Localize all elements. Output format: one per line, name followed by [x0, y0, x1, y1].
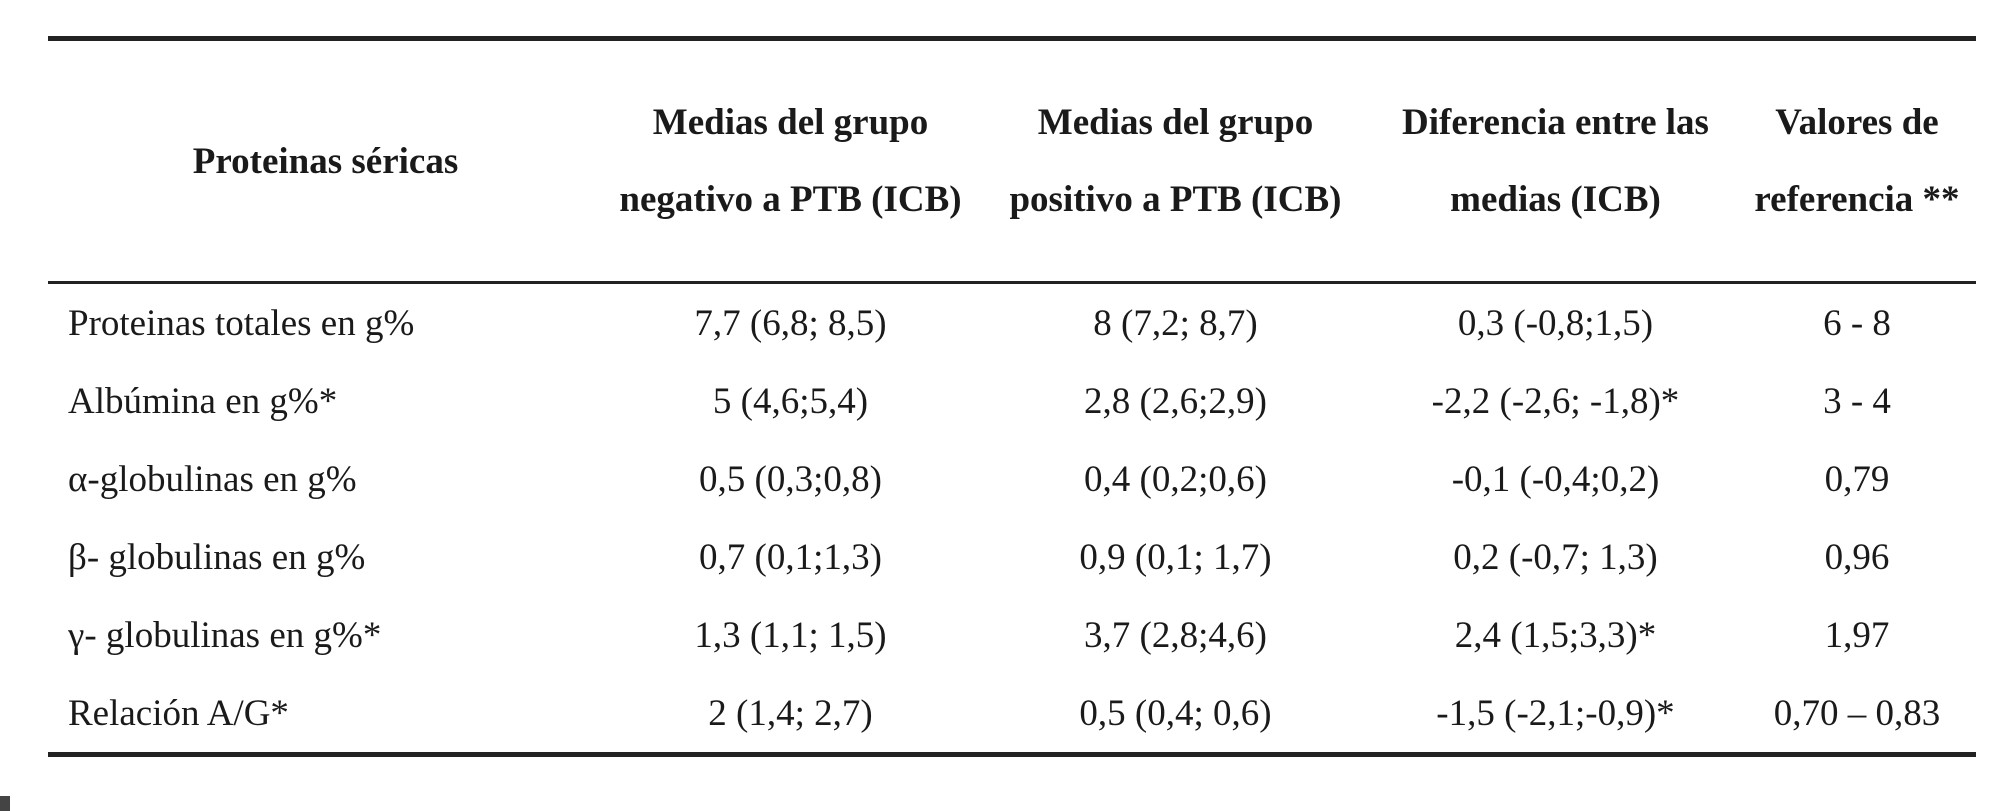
table-cell: 0,9 (0,1; 1,7)	[1079, 536, 1272, 578]
table-cell: 0,3 (-0,8;1,5)	[1457, 302, 1654, 344]
table-cell: 0,4 (0,2;0,6)	[1084, 458, 1267, 500]
table-cell: 6 - 8	[1823, 302, 1891, 344]
table-row: γ- globulinas en g%* 1,3 (1,1; 1,5) 3,7 …	[48, 596, 1976, 674]
column-header: Medias del grupo positivo a PTB (ICB)	[1009, 102, 1342, 220]
table-cell: 7,7 (6,8; 8,5)	[694, 302, 887, 344]
table-cell: 0,79	[1824, 458, 1890, 500]
table-cell: 3,7 (2,8;4,6)	[1084, 614, 1267, 656]
row-label: β- globulinas en g%	[68, 536, 366, 578]
table-row: Proteinas totales en g% 7,7 (6,8; 8,5) 8…	[48, 283, 1976, 363]
table-row: Albúmina en g%* 5 (4,6;5,4) 2,8 (2,6;2,9…	[48, 362, 1976, 440]
column-header: Valores de referencia **	[1754, 102, 1960, 220]
row-label: Relación A/G*	[68, 692, 289, 734]
table-cell: -0,1 (-0,4;0,2)	[1451, 458, 1660, 500]
table-row: β- globulinas en g% 0,7 (0,1;1,3) 0,9 (0…	[48, 518, 1976, 596]
table-cell: 0,5 (0,3;0,8)	[699, 458, 882, 500]
data-table-container: Proteinas séricas Medias del grupo negat…	[48, 36, 1976, 757]
column-header: Proteinas séricas	[192, 140, 459, 182]
table-cell: 0,2 (-0,7; 1,3)	[1453, 536, 1658, 578]
table-cell: 2,8 (2,6;2,9)	[1084, 380, 1267, 422]
column-header: Medias del grupo negativo a PTB (ICB)	[619, 102, 962, 220]
table-cell: -2,2 (-2,6; -1,8)*	[1431, 380, 1680, 422]
table-cell: 8 (7,2; 8,7)	[1093, 302, 1258, 344]
table-cell: 1,97	[1824, 614, 1890, 656]
column-header: Diferencia entre las medias (ICB)	[1402, 102, 1709, 220]
table-cell: 3 - 4	[1823, 380, 1891, 422]
table-body: Proteinas totales en g% 7,7 (6,8; 8,5) 8…	[48, 283, 1976, 755]
table-cell: 0,96	[1824, 536, 1890, 578]
serum-proteins-table: Proteinas séricas Medias del grupo negat…	[48, 36, 1976, 757]
row-label: α-globulinas en g%	[68, 458, 357, 500]
row-label: Proteinas totales en g%	[68, 302, 415, 344]
row-label: Albúmina en g%*	[68, 380, 338, 422]
table-row: α-globulinas en g% 0,5 (0,3;0,8) 0,4 (0,…	[48, 440, 1976, 518]
table-cell: 0,70 – 0,83	[1773, 692, 1941, 734]
header-row: Proteinas séricas Medias del grupo negat…	[48, 38, 1976, 283]
page-edge-mark	[0, 796, 10, 811]
table-header: Proteinas séricas Medias del grupo negat…	[48, 38, 1976, 283]
table-row: Relación A/G* 2 (1,4; 2,7) 0,5 (0,4; 0,6…	[48, 674, 1976, 755]
row-label: γ- globulinas en g%*	[68, 614, 382, 656]
table-cell: 5 (4,6;5,4)	[712, 380, 869, 422]
table-cell: 2,4 (1,5;3,3)*	[1454, 614, 1657, 656]
table-cell: 2 (1,4; 2,7)	[708, 692, 873, 734]
table-cell: -1,5 (-2,1;-0,9)*	[1436, 692, 1675, 734]
table-cell: 0,7 (0,1;1,3)	[699, 536, 882, 578]
table-cell: 0,5 (0,4; 0,6)	[1079, 692, 1272, 734]
table-cell: 1,3 (1,1; 1,5)	[694, 614, 887, 656]
